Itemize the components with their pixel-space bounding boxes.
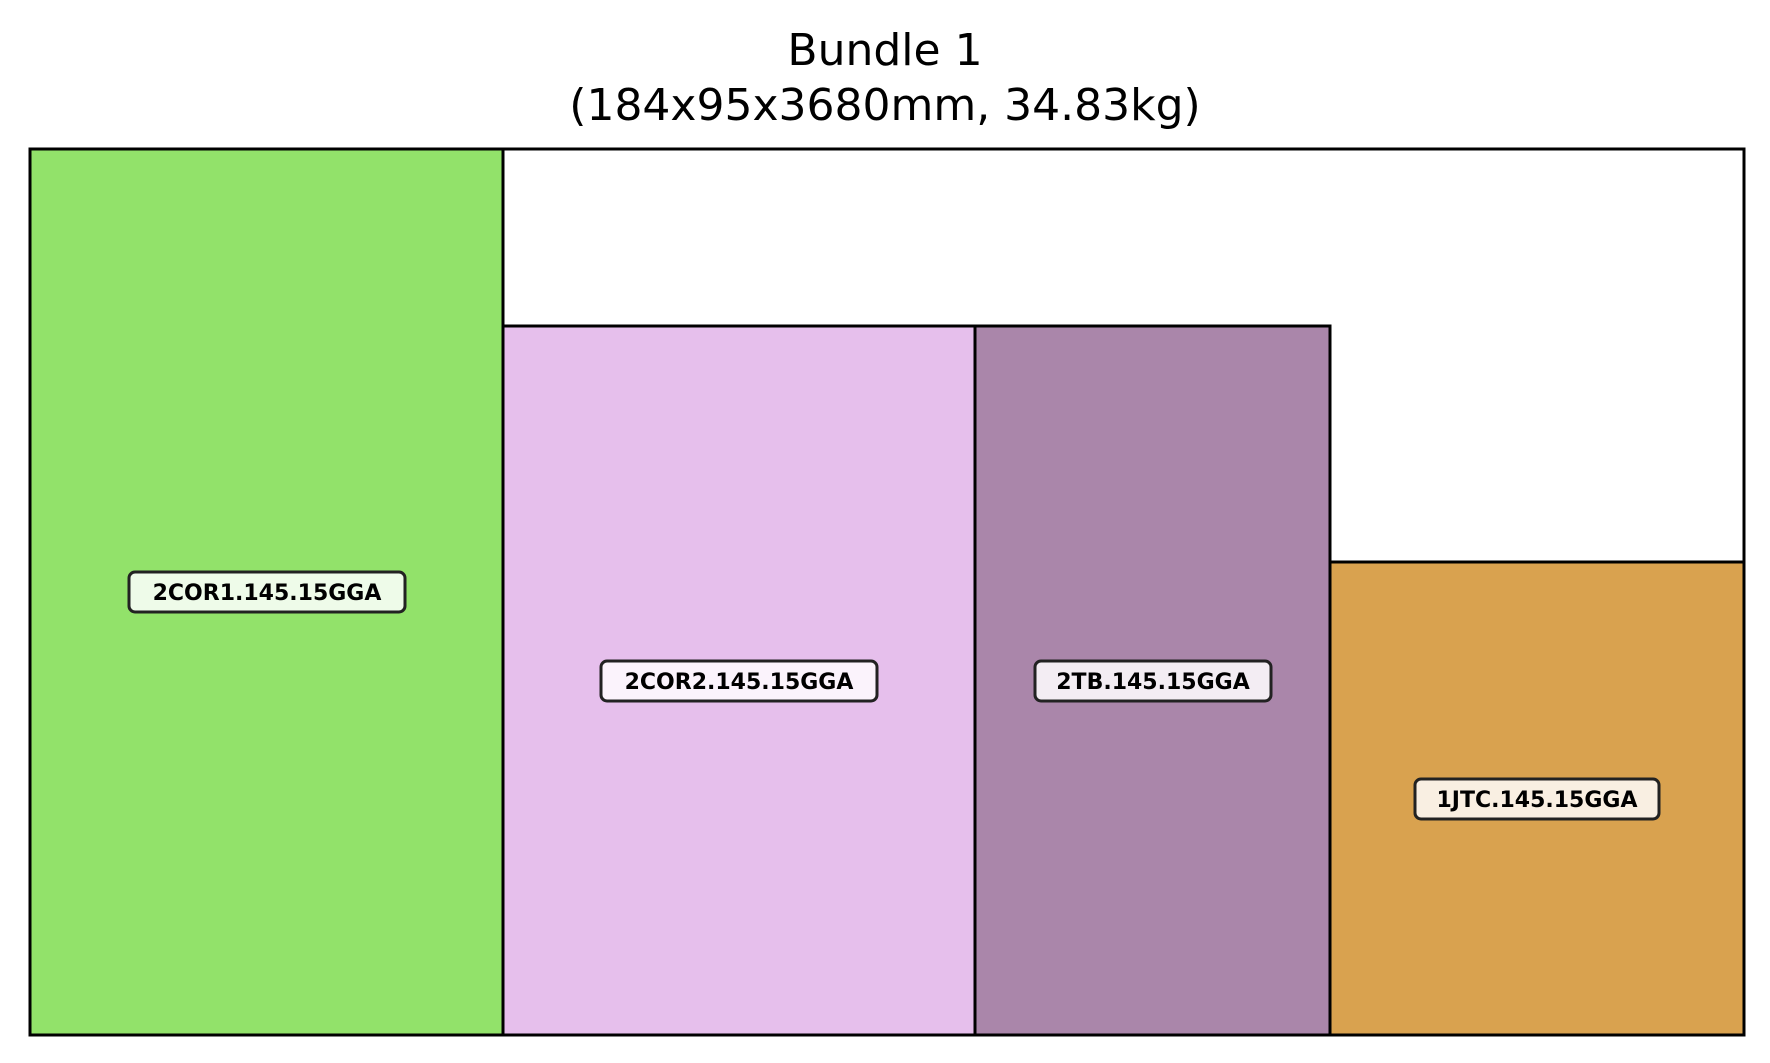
part-2cor2: 2COR2.145.15GGA <box>501 324 977 1037</box>
part-label-box <box>127 570 407 614</box>
part-label: 1JTC.145.15GGA <box>1436 788 1637 813</box>
part-1jtc: 1JTC.145.15GGA <box>1328 560 1746 1037</box>
part-label: 2COR1.145.15GGA <box>153 581 382 606</box>
part-label-box <box>599 659 879 703</box>
part-label: 2COR2.145.15GGA <box>625 670 854 695</box>
part-label: 2TB.145.15GGA <box>1056 670 1249 695</box>
part-label-box <box>1413 777 1661 821</box>
diagram-subtitle: (184x95x3680mm, 34.83kg) <box>569 80 1201 131</box>
diagram-title: Bundle 1 <box>787 25 983 76</box>
part-2cor1: 2COR1.145.15GGA <box>28 147 505 1037</box>
part-label-box <box>1033 659 1273 703</box>
part-2tb: 2TB.145.15GGA <box>973 324 1332 1037</box>
